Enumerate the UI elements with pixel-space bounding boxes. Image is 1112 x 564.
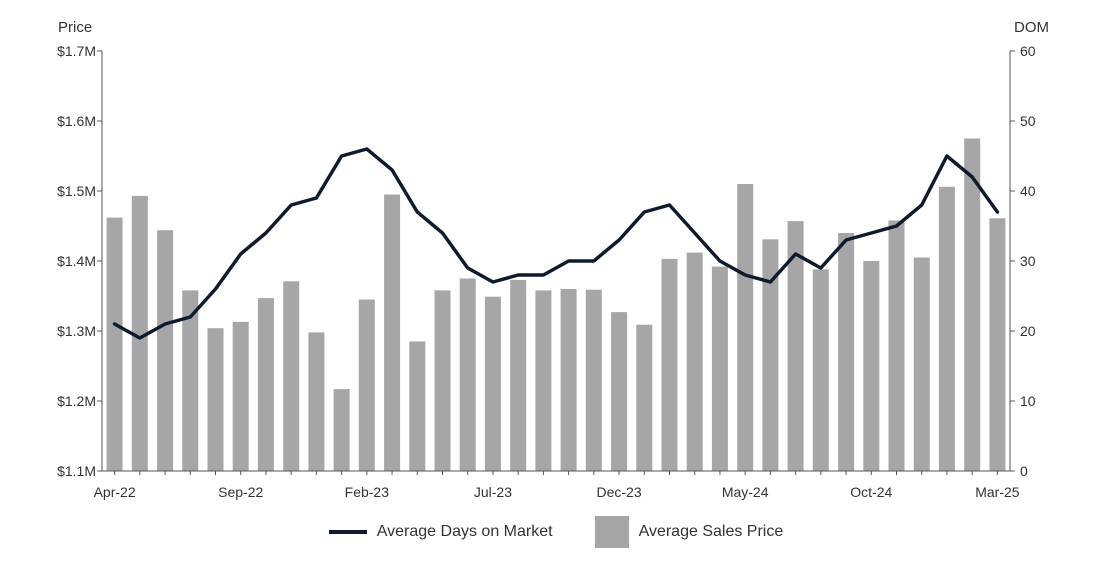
bar-Oct-24 xyxy=(863,261,880,471)
y-left-tick-label: $1.6M xyxy=(57,113,96,129)
y-left-tick-label: $1.3M xyxy=(57,323,96,339)
bar-Aug-22 xyxy=(207,328,224,471)
legend-line-swatch xyxy=(328,530,367,534)
legend: Average Days on Market Average Sales Pri… xyxy=(0,514,1112,550)
legend-label-sales-price: Average Sales Price xyxy=(638,523,784,540)
y-left-tick-label: $1.5M xyxy=(57,183,96,199)
bar-Nov-22 xyxy=(283,281,300,471)
x-tick-label: Feb-23 xyxy=(345,484,390,500)
bar-Jan-23 xyxy=(333,389,350,471)
bar-May-22 xyxy=(131,195,148,471)
bar-Sep-24 xyxy=(838,233,855,471)
bar-Jul-23 xyxy=(484,296,501,471)
bar-Jul-22 xyxy=(182,290,199,471)
bar-Apr-22 xyxy=(106,217,123,471)
bar-Oct-22 xyxy=(257,298,274,471)
bar-Sep-22 xyxy=(232,321,249,471)
bar-Dec-23 xyxy=(611,312,628,471)
y-right-tick-label: 50 xyxy=(1020,113,1036,129)
bar-Feb-24 xyxy=(661,258,678,471)
bar-Aug-24 xyxy=(812,269,829,471)
axes: $1.1M $1.2M $1.3M $1.4M $1.5M $1.6M $1.7M 0 10 20… xyxy=(57,43,1036,500)
x-tick-label: Mar-25 xyxy=(975,484,1020,500)
bar-series-average-sales-price xyxy=(106,138,1006,472)
x-tick-label: Apr-22 xyxy=(94,484,136,500)
y-left-tick-label: $1.7M xyxy=(57,43,96,59)
bar-Feb-23 xyxy=(358,299,375,471)
bar-Jun-22 xyxy=(157,230,174,471)
bar-May-23 xyxy=(434,290,451,471)
line-series-average-days-on-market xyxy=(112,147,1000,340)
y-right-axis-title: DOM xyxy=(1014,19,1049,36)
y-left-tick-label: $1.2M xyxy=(57,393,96,409)
x-tick-label: Oct-24 xyxy=(850,484,892,500)
bar-Mar-24 xyxy=(686,252,703,471)
bar-Dec-22 xyxy=(308,332,325,471)
bar-Oct-23 xyxy=(560,289,577,471)
x-tick-label: Dec-23 xyxy=(596,484,641,500)
bar-Jun-24 xyxy=(762,239,779,471)
bar-Apr-23 xyxy=(409,341,426,471)
bar-Dec-24 xyxy=(913,257,930,471)
legend-item-sales-price: Average Sales Price xyxy=(594,516,784,548)
y-left-tick-label: $1.1M xyxy=(57,463,96,479)
y-right-tick-label: 30 xyxy=(1020,253,1036,269)
legend-label-days-on-market: Average Days on Market xyxy=(376,523,553,540)
y-right-tick-label: 10 xyxy=(1020,393,1036,409)
legend-item-days-on-market: Average Days on Market xyxy=(328,523,553,541)
bar-Apr-24 xyxy=(711,266,728,471)
bar-Mar-23 xyxy=(384,194,401,471)
bar-Aug-23 xyxy=(510,279,527,471)
x-tick-label: Jul-23 xyxy=(474,484,512,500)
bar-Nov-23 xyxy=(585,289,602,471)
y-right-tick-label: 60 xyxy=(1020,43,1036,59)
legend-bar-swatch xyxy=(594,516,629,548)
bar-Jan-24 xyxy=(636,324,653,471)
y-left-tick-label: $1.4M xyxy=(57,253,96,269)
x-tick-label: Sep-22 xyxy=(218,484,263,500)
bar-Sep-23 xyxy=(535,290,552,471)
bar-Mar-25 xyxy=(989,218,1006,471)
x-tick-label: May-24 xyxy=(722,484,769,500)
bar-Jun-23 xyxy=(459,278,476,471)
chart: $1.1M $1.2M $1.3M $1.4M $1.5M $1.6M $1.7M 0 10 20… xyxy=(57,43,1036,500)
y-right-tick-label: 0 xyxy=(1020,463,1028,479)
y-left-axis-title: Price xyxy=(58,19,93,36)
y-right-tick-label: 40 xyxy=(1020,183,1036,199)
bar-Nov-24 xyxy=(888,220,905,471)
bar-Jan-25 xyxy=(938,186,955,472)
bar-Jul-24 xyxy=(787,221,804,471)
bar-Feb-25 xyxy=(964,138,981,471)
bar-May-24 xyxy=(737,184,754,471)
y-right-tick-label: 20 xyxy=(1020,323,1036,339)
